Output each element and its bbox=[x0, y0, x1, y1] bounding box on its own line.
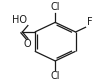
Text: HO: HO bbox=[12, 15, 27, 25]
Text: F: F bbox=[87, 17, 92, 27]
Text: Cl: Cl bbox=[50, 2, 60, 12]
Text: O: O bbox=[24, 39, 31, 49]
Text: Cl: Cl bbox=[50, 71, 60, 81]
